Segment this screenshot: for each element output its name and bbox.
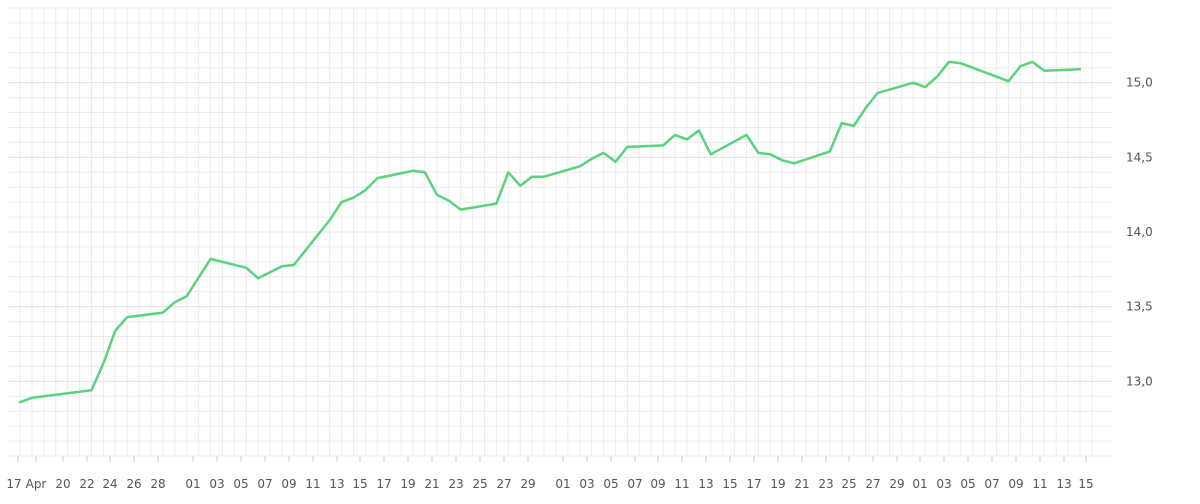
x-tick-label: 27 (865, 477, 880, 491)
y-tick-label: 15,0 (1126, 76, 1153, 90)
x-tick-label: 27 (496, 477, 511, 491)
x-tick-label: Apr (26, 477, 47, 491)
x-tick-label: 03 (209, 477, 224, 491)
x-tick-label: 11 (674, 477, 689, 491)
y-axis: 13,0 13,5 14,0 14,5 15,0 (1126, 76, 1153, 389)
y-tick-label: 14,0 (1126, 225, 1153, 239)
x-tick-label: 22 (79, 477, 94, 491)
x-tick-label: 07 (984, 477, 999, 491)
x-tick-label: 03 (936, 477, 951, 491)
x-tick-label: 23 (818, 477, 833, 491)
x-tick-label: 17 (746, 477, 761, 491)
x-tick-label: 19 (770, 477, 785, 491)
plot-area (18, 60, 1082, 404)
x-tick-label: 20 (55, 477, 70, 491)
x-tick-label: 05 (233, 477, 248, 491)
x-tick-label: 01 (912, 477, 927, 491)
x-tick-label: 11 (305, 477, 320, 491)
x-tick-label: 29 (889, 477, 904, 491)
y-tick-label: 13,5 (1126, 300, 1153, 314)
x-tick-label: 21 (794, 477, 809, 491)
x-tick-label: 25 (472, 477, 487, 491)
x-tick-label: 21 (424, 477, 439, 491)
x-tick-label: 11 (1032, 477, 1047, 491)
x-tick-label: 13 (329, 477, 344, 491)
x-tick-label: 29 (520, 477, 535, 491)
x-tick-label: 15 (352, 477, 367, 491)
x-tick-label: 01 (185, 477, 200, 491)
x-tick-label: 15 (1078, 477, 1093, 491)
grid (8, 7, 1112, 457)
x-tick-label: 09 (281, 477, 296, 491)
x-tick-label: 24 (102, 477, 117, 491)
x-tick-label: 07 (257, 477, 272, 491)
x-tick-label: 17 (376, 477, 391, 491)
x-tick-label: 07 (627, 477, 642, 491)
x-tick-label: 23 (448, 477, 463, 491)
x-tick-label: 15 (722, 477, 737, 491)
x-tick-label: 05 (603, 477, 618, 491)
x-axis: 17 Apr 20 22 24 26 28 01 03 05 07 09 11 13 15 17 19 21 23 2… (6, 456, 1094, 491)
series-line (18, 60, 1082, 404)
x-tick-label: 13 (698, 477, 713, 491)
x-tick-label: 05 (960, 477, 975, 491)
y-tick-label: 13,0 (1126, 374, 1153, 388)
y-tick-label: 14,5 (1126, 150, 1153, 164)
x-tick-label: 09 (1008, 477, 1023, 491)
x-tick-label: 19 (400, 477, 415, 491)
x-tick-label: 25 (841, 477, 856, 491)
x-tick-label: 17 (6, 477, 21, 491)
x-tick-label: 01 (555, 477, 570, 491)
x-tick-label: 13 (1056, 477, 1071, 491)
x-tick-label: 09 (650, 477, 665, 491)
x-tick-label: 03 (579, 477, 594, 491)
x-tick-label: 28 (150, 477, 165, 491)
x-tick-label: 26 (126, 477, 141, 491)
